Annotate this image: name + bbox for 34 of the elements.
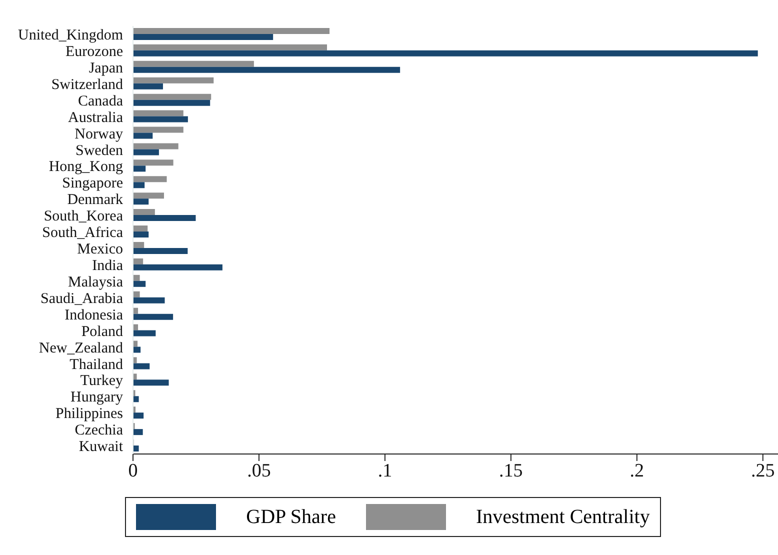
y-tick-label: United_Kingdom [18, 28, 124, 44]
y-tick-label: Australia [68, 110, 124, 126]
y-tick-label: Poland [81, 324, 124, 340]
y-tick-label: South_Korea [44, 208, 124, 225]
y-tick-label: India [92, 258, 124, 274]
y-tick-label: Hong_Kong [48, 159, 124, 176]
y-tick-label: Turkey [80, 373, 124, 390]
y-tick-label: Canada [78, 93, 124, 110]
x-tick-label: 0 [128, 460, 138, 482]
y-tick-label: New_Zealand [38, 340, 124, 356]
y-tick-label: Czechia [74, 422, 124, 439]
y-tick-label: Japan [88, 60, 124, 76]
x-tick-label: .1 [378, 460, 392, 482]
y-tick-label: Philippines [55, 406, 124, 422]
y-tick-label: Malaysia [68, 274, 124, 290]
y-tick-label: Saudi_Arabia [40, 290, 124, 307]
y-tick-label: South_Africa [42, 225, 124, 242]
y-tick-label: Eurozone [66, 44, 124, 60]
y-tick-label: Kuwait [78, 439, 124, 456]
y-tick-label: Thailand [70, 356, 124, 373]
x-tick-label: .05 [247, 460, 271, 482]
y-tick-label: Mexico [77, 242, 123, 258]
y-tick-label: Switzerland [51, 76, 124, 93]
y-tick-label: Hungary [70, 390, 124, 406]
legend-label: GDP Share [246, 506, 336, 528]
y-tick-label: Indonesia [64, 307, 124, 324]
x-tick-label: .15 [499, 460, 523, 482]
x-tick-label: .2 [630, 460, 644, 482]
legend-label: Investment Centrality [476, 506, 650, 528]
x-tick-label: .25 [751, 460, 775, 482]
y-tick-label: Singapore [62, 176, 124, 192]
y-tick-label: Sweden [76, 142, 124, 159]
y-tick-label: Denmark [67, 192, 124, 208]
y-tick-label: Norway [74, 126, 124, 142]
